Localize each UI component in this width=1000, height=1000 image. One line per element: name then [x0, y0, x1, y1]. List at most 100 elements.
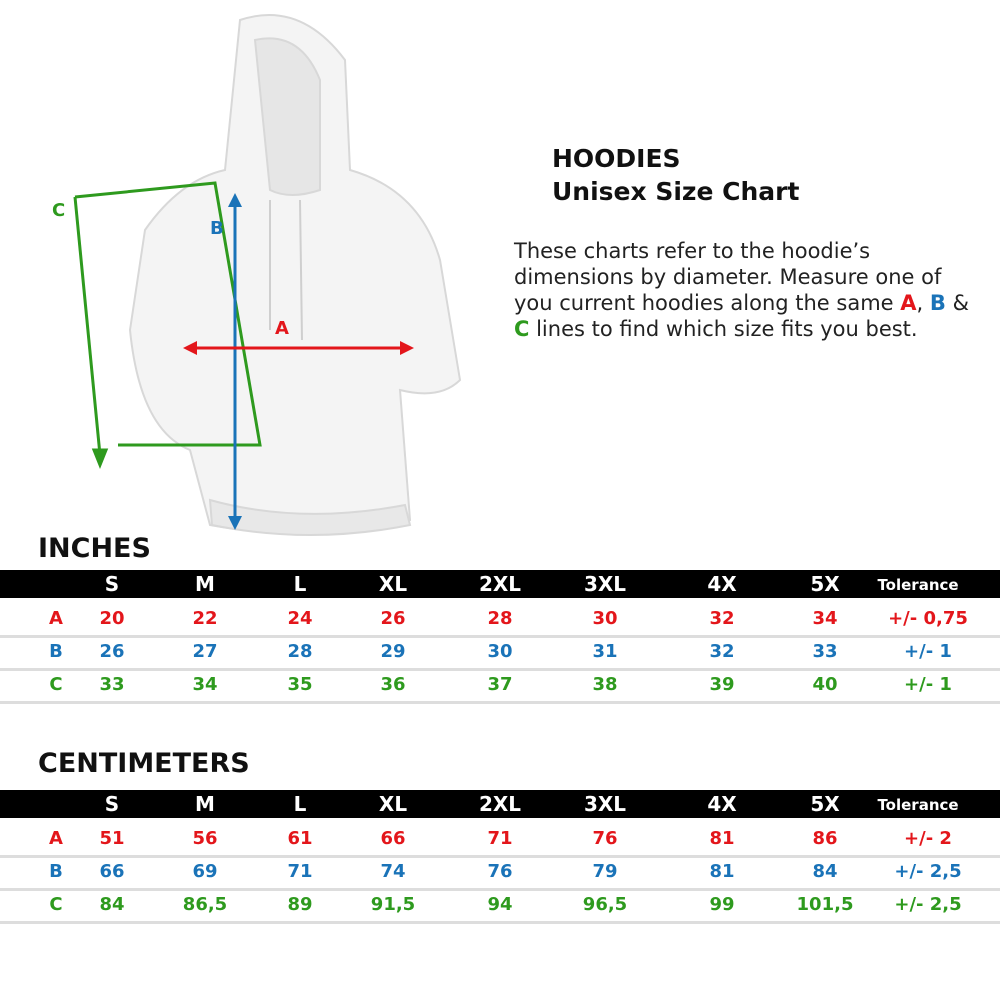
table-cell: 96,5	[582, 894, 628, 915]
table-cell: 28	[487, 608, 513, 629]
table-cell: 35	[287, 674, 313, 695]
page-title: HOODIES Unisex Size Chart	[552, 142, 799, 208]
table-cell: 38	[592, 674, 618, 695]
measure-c-line	[73, 181, 262, 470]
table-cell: +/- 2,5	[894, 894, 962, 915]
column-header: 3XL	[583, 572, 627, 596]
inches-title: INCHES	[38, 533, 151, 564]
table-cell: 37	[487, 674, 513, 695]
measure-b-line	[228, 193, 242, 530]
table-cell: +/- 2	[904, 828, 952, 849]
column-header: XL	[378, 572, 408, 596]
table-row: A 51 56 61 66 71 76 81 86 +/- 2	[0, 823, 1000, 858]
table-cell: 33	[812, 641, 838, 662]
desc-b: B	[929, 291, 946, 315]
row-label: B	[49, 641, 63, 662]
table-cell: 30	[592, 608, 618, 629]
desc-sep: &	[945, 291, 969, 315]
table-cell: 36	[380, 674, 406, 695]
table-cell: 24	[287, 608, 313, 629]
table-row: B 26 27 28 29 30 31 32 33 +/- 1	[0, 636, 1000, 671]
table-cell: +/- 0,75	[888, 608, 968, 629]
column-header: XL	[378, 792, 408, 816]
column-header: L	[293, 572, 307, 596]
table-cell: 76	[487, 861, 513, 882]
table-cell: +/- 2,5	[894, 861, 962, 882]
label-a: A	[275, 318, 289, 339]
table-cell: 81	[709, 861, 735, 882]
row-label: A	[49, 828, 63, 849]
column-header: 3XL	[583, 792, 627, 816]
hoodie-image	[128, 14, 462, 536]
column-header: 4X	[707, 792, 737, 816]
title-line1: HOODIES	[552, 144, 681, 173]
table-cell: 61	[287, 828, 313, 849]
column-header: 2XL	[478, 792, 522, 816]
table-cell: 69	[192, 861, 218, 882]
table-cell: 86	[812, 828, 838, 849]
column-header: 2XL	[478, 572, 522, 596]
table-cell: 66	[380, 828, 406, 849]
table-cell: 30	[487, 641, 513, 662]
table-cell: 51	[99, 828, 125, 849]
table-cell: 81	[709, 828, 735, 849]
table-cell: 29	[380, 641, 406, 662]
hoodie-diagram	[73, 14, 462, 536]
desc-sep: ,	[916, 291, 930, 315]
table-cell: 34	[812, 608, 838, 629]
table-cell: 94	[487, 894, 513, 915]
column-header: Tolerance	[877, 796, 959, 814]
table-cell: 91,5	[370, 894, 416, 915]
header-row: S M L XL 2XL 3XL 4X 5X Tolerance	[0, 790, 1000, 818]
table-row: C 84 86,5 89 91,5 94 96,5 99 101,5 +/- 2,5	[0, 889, 1000, 924]
column-header: M	[195, 572, 215, 596]
column-header: 5X	[810, 792, 840, 816]
table-cell: 26	[99, 641, 125, 662]
table-cell: 89	[287, 894, 313, 915]
row-label: C	[49, 894, 63, 915]
table-cell: 26	[380, 608, 406, 629]
desc-a: A	[900, 291, 917, 315]
table-cell: 79	[592, 861, 618, 882]
desc-text: lines to find which size fits you best.	[529, 317, 918, 341]
column-header: Tolerance	[877, 576, 959, 594]
table-cell: 32	[709, 641, 735, 662]
table-cell: +/- 1	[904, 641, 952, 662]
desc-c: C	[514, 317, 530, 341]
header-row: S M L XL 2XL 3XL 4X 5X Tolerance	[0, 570, 1000, 598]
table-cell: 27	[192, 641, 218, 662]
table-cell: 22	[192, 608, 218, 629]
table-cell: +/- 1	[904, 674, 952, 695]
table-cell: 20	[99, 608, 125, 629]
table-cell: 99	[709, 894, 735, 915]
table-cell: 28	[287, 641, 313, 662]
row-label: A	[49, 608, 63, 629]
label-c: C	[52, 200, 66, 221]
desc-text: These charts refer to the hoodie’s dimen…	[514, 239, 942, 315]
label-b: B	[210, 218, 224, 239]
table-cell: 66	[99, 861, 125, 882]
description: These charts refer to the hoodie’s dimen…	[514, 238, 984, 342]
table-row: B 66 69 71 74 76 79 81 84 +/- 2,5	[0, 856, 1000, 891]
centimeters-title: CENTIMETERS	[38, 748, 250, 779]
column-header: L	[293, 792, 307, 816]
table-cell: 39	[709, 674, 735, 695]
table-cell: 56	[192, 828, 218, 849]
table-cell: 33	[99, 674, 125, 695]
table-cell: 84	[99, 894, 125, 915]
column-header: S	[104, 572, 120, 596]
column-header: 5X	[810, 572, 840, 596]
table-cell: 71	[287, 861, 313, 882]
title-line2: Unisex Size Chart	[552, 177, 800, 206]
table-cell: 74	[380, 861, 406, 882]
column-header: S	[104, 792, 120, 816]
table-cell: 34	[192, 674, 218, 695]
table-cell: 40	[812, 674, 838, 695]
column-header: 4X	[707, 572, 737, 596]
table-cell: 84	[812, 861, 838, 882]
measure-a-line	[183, 341, 414, 355]
table-cell: 86,5	[182, 894, 228, 915]
table-cell: 32	[709, 608, 735, 629]
table-cell: 101,5	[796, 894, 854, 915]
column-header: M	[195, 792, 215, 816]
